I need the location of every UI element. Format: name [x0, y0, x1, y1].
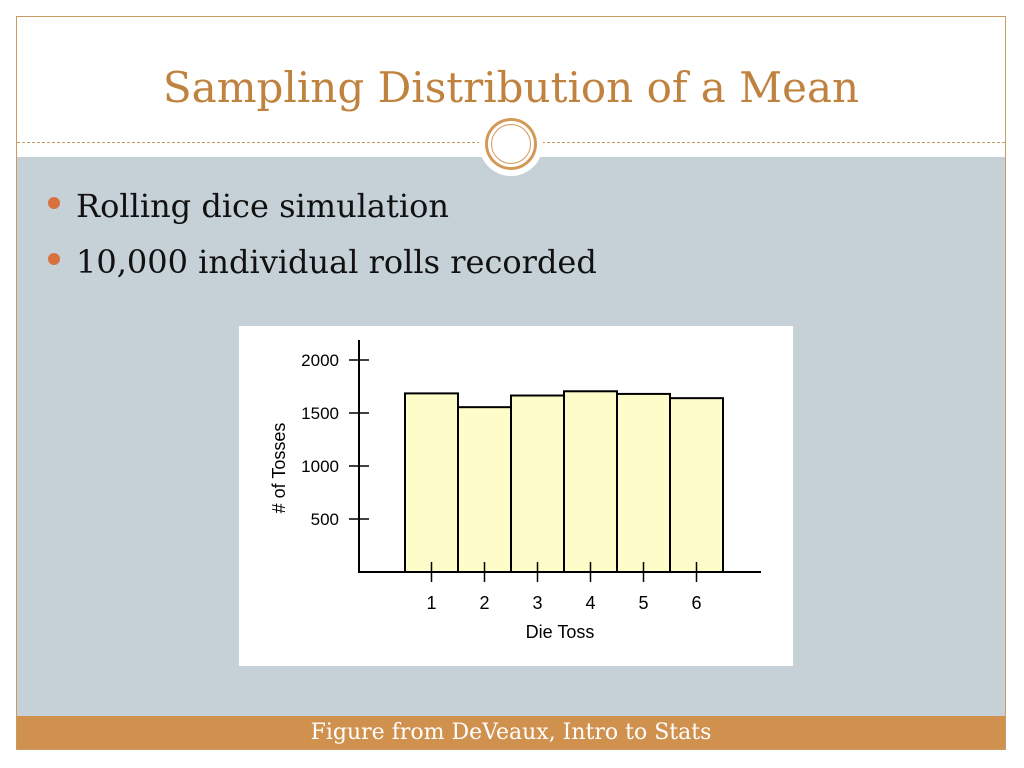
x-tick-label: 4: [585, 593, 595, 613]
bullet-list: Rolling dice simulation 10,000 individua…: [48, 178, 597, 290]
x-tick-label: 6: [691, 593, 701, 613]
ornament-inner-ring: [491, 124, 531, 164]
histogram-figure: 500 1000 1500 2000 1 2 3 4 5 6 Die Toss # of Toss…: [239, 326, 793, 666]
footer-bar: Figure from DeVeaux, Intro to Stats: [17, 716, 1005, 749]
x-axis-label: Die Toss: [526, 622, 595, 642]
die-toss-bar-chart: 500 1000 1500 2000 1 2 3 4 5 6 Die Toss # of Toss…: [269, 340, 761, 642]
y-axis-label: # of Tosses: [269, 423, 289, 514]
bullet-dot-icon: [48, 197, 60, 209]
y-tick-label: 2000: [301, 351, 339, 370]
bullet-item: Rolling dice simulation: [48, 178, 597, 234]
figure-caption: Figure from DeVeaux, Intro to Stats: [310, 720, 712, 745]
bar-1: [404, 392, 459, 573]
y-tick-label: 1000: [301, 457, 339, 476]
x-tick-label: 5: [638, 593, 648, 613]
bullet-text: Rolling dice simulation: [76, 187, 449, 225]
y-tick-label: 500: [311, 510, 339, 529]
slide-frame: [16, 16, 1006, 750]
x-tick-label: 3: [532, 593, 542, 613]
bar-3: [510, 394, 565, 574]
bar-5: [616, 392, 671, 573]
y-tick-label: 1500: [301, 404, 339, 423]
axes-group: [358, 340, 761, 573]
bullet-dot-icon: [48, 253, 60, 265]
x-tick-label: 2: [479, 593, 489, 613]
slide-title: Sampling Distribution of a Mean: [162, 63, 860, 112]
bullet-item: 10,000 individual rolls recorded: [48, 234, 597, 290]
bullet-text: 10,000 individual rolls recorded: [76, 243, 597, 281]
ticks-group: 500 1000 1500 2000 1 2 3 4 5 6: [301, 351, 701, 613]
x-tick-label: 1: [426, 593, 436, 613]
